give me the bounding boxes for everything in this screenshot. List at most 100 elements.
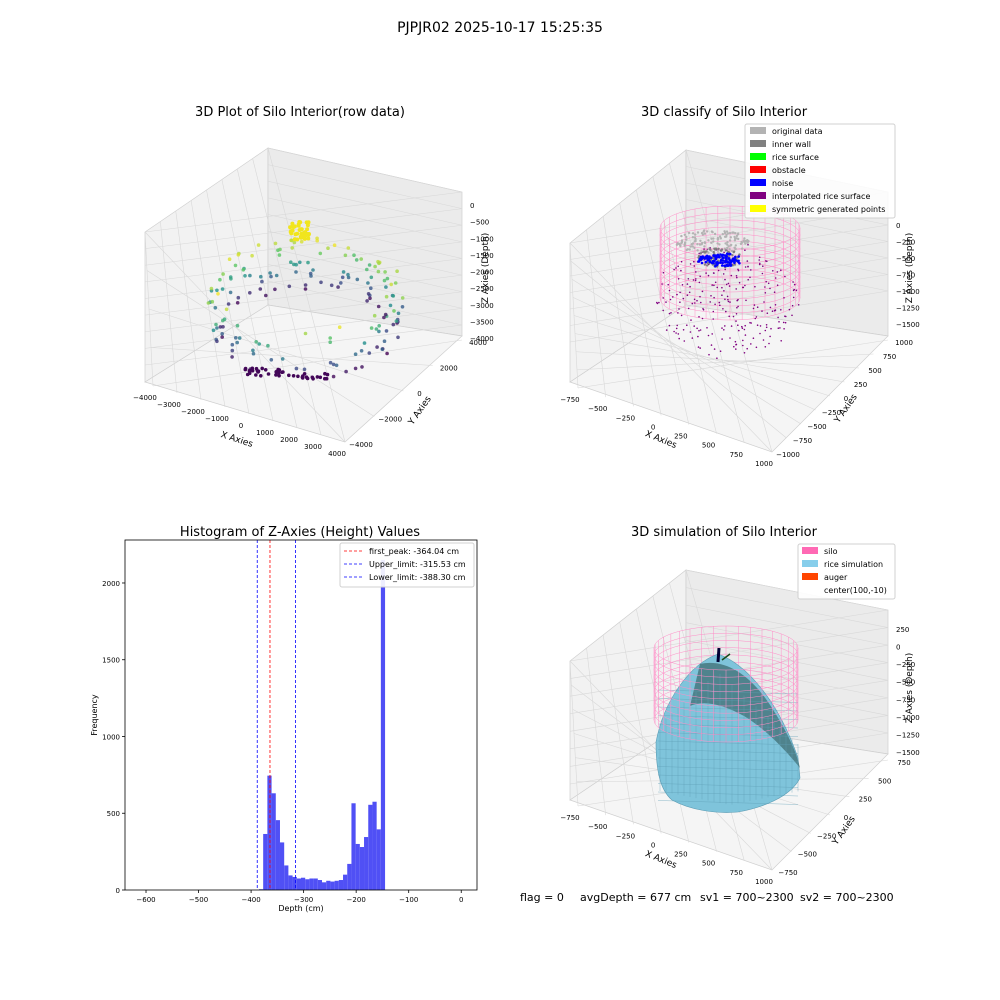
raw-point (306, 260, 310, 265)
interpolated-point (724, 278, 726, 281)
histogram-bar (271, 793, 276, 890)
interpolated-point (667, 283, 669, 286)
interpolated-point (752, 337, 755, 340)
z-tick-label: −2000 (470, 269, 494, 277)
raw-point (318, 375, 323, 380)
raw-point (291, 225, 296, 229)
raw-point (384, 285, 388, 289)
interpolated-point (698, 329, 700, 332)
interpolated-point (676, 324, 678, 327)
inner-wall-point (702, 250, 705, 253)
raw-point (291, 374, 296, 378)
legend-label: symmetric generated points (772, 205, 885, 214)
interpolated-point (747, 278, 749, 281)
x-tick-label: 0 (651, 841, 655, 849)
original-point (696, 249, 699, 252)
interpolated-point (701, 317, 704, 320)
raw-point (359, 349, 364, 353)
interpolated-point (712, 318, 714, 320)
inner-wall-point (720, 248, 724, 251)
raw-point (305, 376, 310, 381)
interpolated-point (734, 340, 737, 343)
interpolated-point (746, 260, 749, 262)
grid-line (267, 264, 463, 309)
interpolated-point (721, 294, 723, 297)
interpolated-point (707, 334, 710, 337)
original-point (711, 231, 714, 234)
original-point (694, 239, 697, 243)
grid-line (267, 280, 463, 326)
raw-point (229, 277, 233, 281)
grid-line (685, 622, 889, 664)
interpolated-point (791, 304, 794, 307)
raw-point (346, 272, 350, 277)
original-point (702, 230, 705, 233)
noise-point (733, 261, 736, 265)
legend-swatch (750, 192, 766, 199)
interpolated-point (764, 329, 767, 332)
grid-line (685, 604, 889, 646)
interpolated-point (686, 294, 689, 297)
grid-line (148, 308, 404, 392)
noise-point (717, 255, 721, 259)
simulation-legend: silo rice simulation auger center(100,-10) (797, 543, 896, 600)
raw-x-ticks: −4000−3000−2000−1000 0 1000 2000 3000 4000 (133, 394, 346, 458)
footer-flag: flag = 0 (520, 891, 564, 904)
raw-point (220, 335, 224, 339)
x-tick-label: −750 (560, 814, 579, 822)
original-point (694, 233, 697, 236)
raw-point (273, 287, 277, 292)
interpolated-point (668, 324, 671, 327)
classify-z-label: Z Axies (Depth) (905, 233, 915, 304)
interpolated-point (691, 337, 694, 339)
interpolated-point (693, 325, 695, 327)
histogram-bar (368, 804, 373, 890)
y-tick-label: 0 (417, 390, 421, 398)
histogram-bar (338, 880, 344, 890)
histogram-bar (376, 829, 381, 890)
x-tick-label: 3000 (304, 443, 322, 451)
simulation-rice-shadow (690, 662, 800, 768)
y-tick-label: −2000 (378, 416, 402, 424)
raw-point (369, 275, 374, 280)
raw-point (294, 366, 299, 371)
raw-point (215, 288, 219, 293)
raw-point (325, 372, 330, 377)
original-point (696, 243, 699, 246)
interpolated-point (677, 333, 680, 335)
grid-line (252, 158, 322, 436)
original-point (718, 243, 721, 246)
inner-wall-point (717, 247, 720, 250)
original-point (691, 232, 695, 235)
grid-line (570, 260, 787, 439)
interpolated-point (694, 302, 696, 304)
grid-line (619, 621, 662, 834)
noise-point (714, 256, 717, 260)
interpolated-point (729, 301, 731, 303)
interpolated-point (677, 265, 679, 268)
raw-point (366, 292, 371, 296)
raw-point (328, 336, 333, 340)
interpolated-point (737, 269, 740, 272)
interpolated-point (737, 305, 739, 308)
raw-point (263, 368, 268, 372)
noise-point (720, 264, 724, 267)
interpolated-point (780, 269, 782, 272)
original-point (736, 232, 740, 235)
interpolated-point (687, 307, 690, 310)
raw-point (395, 269, 399, 274)
original-point (679, 244, 682, 248)
z-tick-label: −1250 (896, 731, 920, 739)
original-point (710, 237, 713, 240)
interpolated-point (764, 286, 766, 288)
raw-point (269, 358, 274, 362)
z-tick-label: 0 (896, 644, 900, 652)
x-tick-label: −500 (588, 405, 607, 413)
interpolated-point (730, 325, 733, 327)
interpolated-point (709, 301, 711, 303)
histogram-bar (284, 865, 289, 890)
x-tick-label: 1000 (755, 460, 773, 468)
grid-line (586, 647, 607, 816)
raw-point (376, 304, 381, 309)
